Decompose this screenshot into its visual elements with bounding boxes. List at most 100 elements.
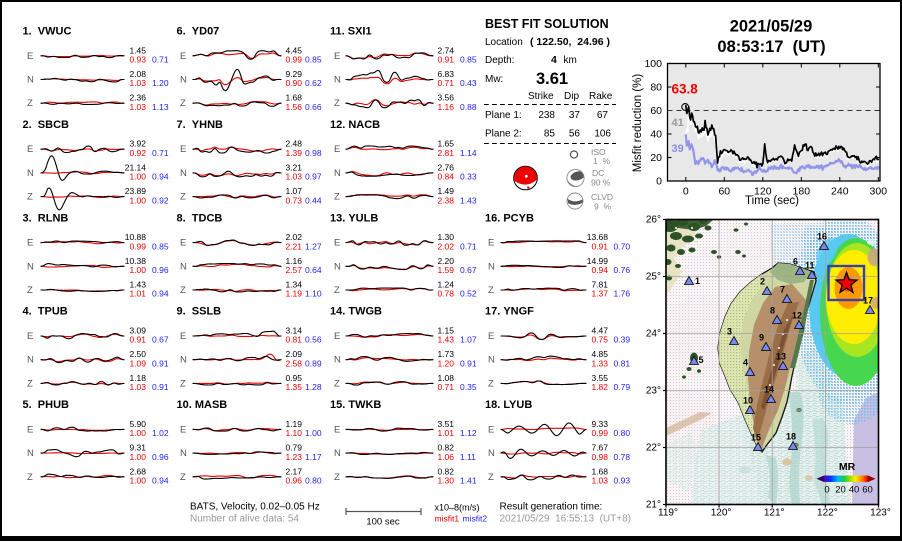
svg-text:0.81: 0.81 [614, 358, 631, 368]
svg-text:0.89: 0.89 [305, 358, 322, 368]
svg-text:0.35: 0.35 [460, 382, 477, 392]
svg-text:1.07: 1.07 [285, 186, 302, 196]
svg-text:E: E [27, 424, 33, 435]
svg-text:0.71: 0.71 [437, 382, 454, 392]
svg-text:2. SBCB: 2. SBCB [23, 119, 70, 131]
svg-text:1.16: 1.16 [437, 102, 454, 112]
svg-text:Z: Z [180, 285, 186, 296]
svg-text:N: N [334, 168, 341, 179]
svg-text:0.44: 0.44 [305, 195, 322, 205]
svg-text:0.66: 0.66 [305, 102, 322, 112]
svg-text:5: 5 [699, 355, 704, 365]
svg-text:N: N [488, 261, 495, 272]
svg-text:N: N [180, 448, 187, 459]
svg-text:240: 240 [831, 186, 849, 198]
svg-text:2021/05/29: 2021/05/29 [730, 18, 813, 36]
svg-text:ISO: ISO [591, 147, 606, 157]
svg-text:BATS, Velocity, 0.02–0.05 Hz: BATS, Velocity, 0.02–0.05 Hz [190, 502, 320, 513]
svg-text:0.91: 0.91 [460, 358, 477, 368]
svg-text:1.00: 1.00 [129, 195, 146, 205]
svg-text:Z: Z [180, 378, 186, 389]
svg-text:Mw:: Mw: [485, 74, 503, 85]
svg-text:Z: Z [27, 192, 33, 203]
svg-text:E: E [27, 331, 33, 342]
svg-text:6: 6 [793, 257, 798, 267]
svg-text:1.20: 1.20 [152, 78, 169, 88]
svg-text:25°: 25° [646, 272, 661, 283]
svg-text:0.80: 0.80 [614, 428, 631, 438]
svg-text:5.90: 5.90 [129, 419, 146, 429]
svg-text:1.03: 1.03 [129, 78, 146, 88]
svg-text:10.38: 10.38 [125, 256, 147, 266]
svg-text:9.31: 9.31 [129, 443, 146, 453]
svg-text:16. PCYB: 16. PCYB [485, 212, 534, 224]
svg-text:0.91: 0.91 [152, 382, 169, 392]
svg-text:Z: Z [334, 192, 340, 203]
svg-text:N: N [27, 75, 34, 86]
svg-text:Depth:: Depth: [485, 55, 514, 66]
svg-text:1.02: 1.02 [152, 428, 169, 438]
svg-text:N: N [27, 168, 34, 179]
svg-text:4.47: 4.47 [591, 326, 608, 336]
svg-text:0.94: 0.94 [152, 476, 169, 486]
svg-text:0.80: 0.80 [305, 476, 322, 486]
svg-text:90 %: 90 % [591, 178, 611, 188]
svg-text:1.43: 1.43 [129, 280, 146, 290]
svg-text:3. RLNB: 3. RLNB [23, 212, 69, 224]
svg-text:1.19: 1.19 [285, 419, 302, 429]
svg-text:0.96: 0.96 [152, 452, 169, 462]
svg-text:0.78: 0.78 [614, 452, 631, 462]
svg-text:2.21: 2.21 [285, 241, 302, 251]
svg-text:8: 8 [770, 306, 775, 316]
svg-text:2.58: 2.58 [285, 358, 302, 368]
svg-text:56: 56 [569, 129, 581, 140]
svg-text:1.19: 1.19 [285, 289, 302, 299]
svg-text:3.56: 3.56 [437, 93, 454, 103]
svg-text:E: E [334, 51, 340, 62]
svg-text:3.51: 3.51 [437, 419, 454, 429]
svg-text:0.70: 0.70 [614, 241, 631, 251]
svg-text:0.85: 0.85 [460, 55, 477, 65]
svg-text:N: N [334, 75, 341, 86]
svg-text:1.30: 1.30 [437, 232, 454, 242]
svg-text:1.37: 1.37 [591, 289, 608, 299]
svg-text:0.94: 0.94 [591, 265, 608, 275]
svg-text:x10–8(m/s): x10–8(m/s) [435, 503, 480, 513]
svg-text:1.41: 1.41 [460, 476, 477, 486]
svg-text:4.45: 4.45 [285, 45, 302, 55]
svg-text:Time (sec): Time (sec) [745, 195, 799, 207]
svg-text:0.85: 0.85 [152, 241, 169, 251]
svg-text:1.23: 1.23 [285, 452, 302, 462]
svg-text:1: 1 [695, 276, 700, 286]
svg-text:13.68: 13.68 [587, 232, 609, 242]
svg-text:Z: Z [488, 285, 494, 296]
svg-text:14.99: 14.99 [587, 256, 609, 266]
svg-text:1.03: 1.03 [285, 172, 302, 182]
svg-text:N: N [334, 261, 341, 272]
svg-text:0.78: 0.78 [437, 289, 454, 299]
svg-text:E: E [180, 51, 186, 62]
svg-text:2.48: 2.48 [285, 139, 302, 149]
svg-text:23.89: 23.89 [125, 186, 147, 196]
svg-text:11. SXI1: 11. SXI1 [330, 26, 372, 38]
svg-text:120: 120 [754, 186, 772, 198]
svg-text:BEST FIT SOLUTION: BEST FIT SOLUTION [485, 17, 609, 31]
svg-text:6.83: 6.83 [437, 69, 454, 79]
svg-text:0.62: 0.62 [305, 78, 322, 88]
svg-text:0: 0 [683, 186, 689, 198]
svg-text:MR: MR [839, 461, 856, 473]
svg-text:180: 180 [793, 186, 811, 198]
svg-text:N: N [27, 448, 34, 459]
svg-text:2.09: 2.09 [285, 349, 302, 359]
svg-text:Z: Z [27, 378, 33, 389]
svg-text:13: 13 [776, 352, 786, 362]
svg-text:0.39: 0.39 [614, 335, 631, 345]
svg-text:300: 300 [870, 186, 888, 198]
svg-text:0.84: 0.84 [437, 172, 454, 182]
svg-text:0.94: 0.94 [152, 289, 169, 299]
svg-text:14. TWGB: 14. TWGB [330, 306, 382, 318]
svg-text:2.20: 2.20 [437, 256, 454, 266]
svg-text:N: N [180, 261, 187, 272]
svg-text:km: km [564, 55, 577, 66]
svg-text:0.99: 0.99 [591, 428, 608, 438]
